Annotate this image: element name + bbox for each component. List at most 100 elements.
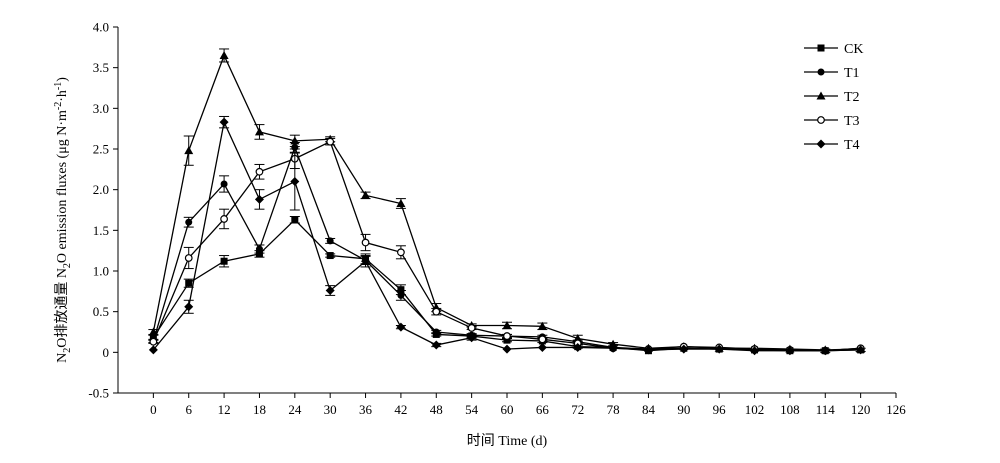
data-point-marker bbox=[255, 245, 263, 253]
y-tick-label: 0 bbox=[103, 345, 110, 360]
data-point-marker bbox=[397, 248, 405, 257]
legend: CK T1 T2 T3 T4 bbox=[804, 42, 863, 153]
y-title-part-c: O emission fluxes (μg N·m bbox=[55, 110, 70, 263]
x-tick-label: 108 bbox=[780, 402, 800, 417]
series-line-t4 bbox=[152, 120, 861, 352]
series-t2 bbox=[148, 48, 866, 354]
data-point-marker bbox=[290, 177, 300, 187]
y-title-part-b: O排放通量 N bbox=[54, 268, 70, 348]
data-point-marker bbox=[502, 320, 512, 329]
data-point-marker bbox=[608, 343, 618, 353]
legend-item-ck: CK bbox=[804, 42, 863, 57]
x-tick-label: 60 bbox=[501, 402, 514, 417]
data-point-marker bbox=[817, 116, 825, 124]
y-title-sup-1: -2 bbox=[53, 102, 64, 110]
x-tick-label: 24 bbox=[288, 402, 302, 417]
x-tick-label: 12 bbox=[218, 402, 231, 417]
legend-label: T3 bbox=[844, 114, 860, 129]
data-point-marker bbox=[219, 50, 229, 59]
plot-area bbox=[148, 48, 866, 356]
data-point-marker bbox=[714, 344, 724, 354]
data-point-marker bbox=[326, 137, 335, 146]
y-title-part-e: ) bbox=[55, 77, 70, 82]
data-point-marker bbox=[290, 136, 300, 145]
y-title-part-a: N bbox=[55, 353, 70, 363]
legend-label: T4 bbox=[844, 138, 860, 153]
data-point-marker bbox=[148, 327, 158, 336]
data-point-marker bbox=[185, 279, 193, 287]
data-point-marker bbox=[573, 334, 583, 343]
legend-label: CK bbox=[844, 42, 863, 57]
data-point-marker bbox=[149, 337, 158, 346]
data-point-marker bbox=[679, 344, 689, 354]
data-point-marker bbox=[502, 344, 512, 354]
x-axis-ticks: 0 6 12 18 24 30 36 42 48 54 60 66 72 78 84 90 96 102 108 11… bbox=[150, 393, 906, 417]
data-point-marker bbox=[432, 307, 441, 316]
x-tick-label: 114 bbox=[816, 402, 836, 417]
data-point-marker bbox=[503, 332, 511, 340]
y-tick-label: 2.5 bbox=[93, 142, 109, 157]
legend-label: T2 bbox=[844, 90, 860, 105]
x-tick-label: 96 bbox=[713, 402, 727, 417]
data-point-marker bbox=[325, 286, 335, 296]
legend-item-t3: T3 bbox=[804, 114, 860, 129]
y-title-part-d: ·h bbox=[55, 90, 70, 102]
x-tick-label: 66 bbox=[536, 402, 550, 417]
x-tick-label: 78 bbox=[607, 402, 620, 417]
data-point-marker bbox=[467, 324, 476, 332]
data-point-marker bbox=[467, 333, 477, 343]
data-point-marker bbox=[856, 345, 866, 355]
data-point-marker bbox=[816, 139, 826, 149]
data-point-marker bbox=[361, 190, 371, 199]
x-tick-label: 30 bbox=[324, 402, 337, 417]
x-axis-title: 时间 Time (d) bbox=[467, 433, 548, 449]
y-axis-ticks: -0.5 0 0.5 1.0 1.5 2.0 2.5 3.0 3.5 4.0 bbox=[88, 20, 118, 401]
y-title-sub-1: 2 bbox=[62, 348, 73, 353]
x-tick-label: 72 bbox=[571, 402, 584, 417]
data-point-marker bbox=[397, 286, 405, 294]
data-point-marker bbox=[750, 346, 760, 356]
x-tick-label: 54 bbox=[465, 402, 479, 417]
data-point-marker bbox=[219, 117, 229, 127]
data-point-marker bbox=[220, 257, 228, 265]
legend-item-t2: T2 bbox=[804, 90, 860, 105]
data-point-marker bbox=[396, 198, 406, 207]
y-tick-label: 1.0 bbox=[93, 264, 109, 279]
data-point-marker bbox=[220, 215, 228, 223]
data-point-marker bbox=[255, 167, 264, 176]
legend-label: T1 bbox=[844, 66, 860, 81]
x-tick-label: 42 bbox=[394, 402, 407, 417]
y-title-sub-2: 2 bbox=[62, 263, 73, 268]
data-point-marker bbox=[537, 321, 547, 330]
data-point-marker bbox=[326, 237, 334, 245]
x-tick-label: 48 bbox=[430, 402, 443, 417]
y-tick-label: 3.0 bbox=[93, 101, 109, 116]
x-tick-label: 18 bbox=[253, 402, 266, 417]
series-t4 bbox=[148, 115, 866, 356]
y-tick-label: 2.0 bbox=[93, 182, 109, 197]
data-point-marker bbox=[573, 342, 583, 352]
data-point-marker bbox=[503, 336, 511, 344]
x-tick-label: 0 bbox=[150, 402, 157, 417]
data-point-marker bbox=[361, 238, 370, 247]
data-point-marker bbox=[255, 250, 263, 258]
data-point-marker bbox=[785, 346, 795, 356]
data-point-marker bbox=[537, 342, 547, 352]
data-point-marker bbox=[396, 322, 406, 332]
y-tick-label: 0.5 bbox=[93, 304, 109, 319]
y-tick-label: 3.5 bbox=[93, 60, 109, 75]
legend-item-t4: T4 bbox=[804, 138, 860, 153]
x-tick-label: 36 bbox=[359, 402, 373, 417]
data-point-marker bbox=[643, 345, 653, 355]
y-axis-title: N2O排放通量 N2O emission fluxes (μg N·m-2·h-… bbox=[53, 77, 73, 363]
series-line-ck bbox=[152, 218, 861, 352]
legend-item-t1: T1 bbox=[804, 66, 860, 81]
x-tick-label: 90 bbox=[677, 402, 690, 417]
x-tick-label: 120 bbox=[851, 402, 871, 417]
data-point-marker bbox=[397, 291, 405, 299]
y-tick-label: 1.5 bbox=[93, 223, 109, 238]
x-tick-label: 126 bbox=[886, 402, 906, 417]
data-point-marker bbox=[431, 340, 441, 350]
data-point-marker bbox=[361, 256, 371, 266]
